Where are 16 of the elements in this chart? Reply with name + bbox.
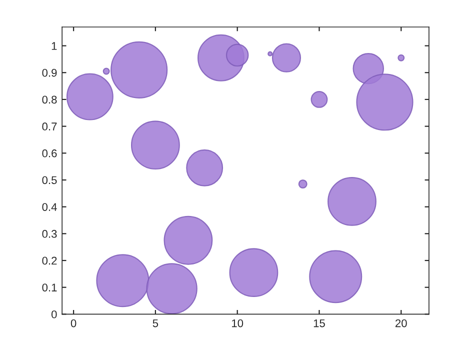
y-tick-label: 0.3: [42, 230, 57, 238]
x-tick-label: 0: [70, 319, 76, 328]
y-tick-label: 0: [51, 310, 57, 318]
x-tick-label: 15: [314, 319, 325, 328]
x-tick-label: 10: [232, 319, 244, 328]
y-tick-label: 0.8: [42, 96, 57, 104]
y-tick-label: 0.7: [42, 122, 57, 130]
y-tick-label: 0.4: [42, 203, 57, 211]
y-tick-label: 0.9: [42, 68, 57, 77]
x-tick-label: 5: [152, 319, 158, 328]
y-tick-label: 0.1: [42, 284, 57, 292]
x-tick-label: 20: [396, 319, 407, 328]
y-tick-label: 0.5: [42, 176, 57, 184]
y-tick-label: 1: [52, 42, 57, 50]
y-tick-label: 0.2: [42, 256, 57, 265]
y-tick-label: 0.6: [42, 149, 57, 158]
